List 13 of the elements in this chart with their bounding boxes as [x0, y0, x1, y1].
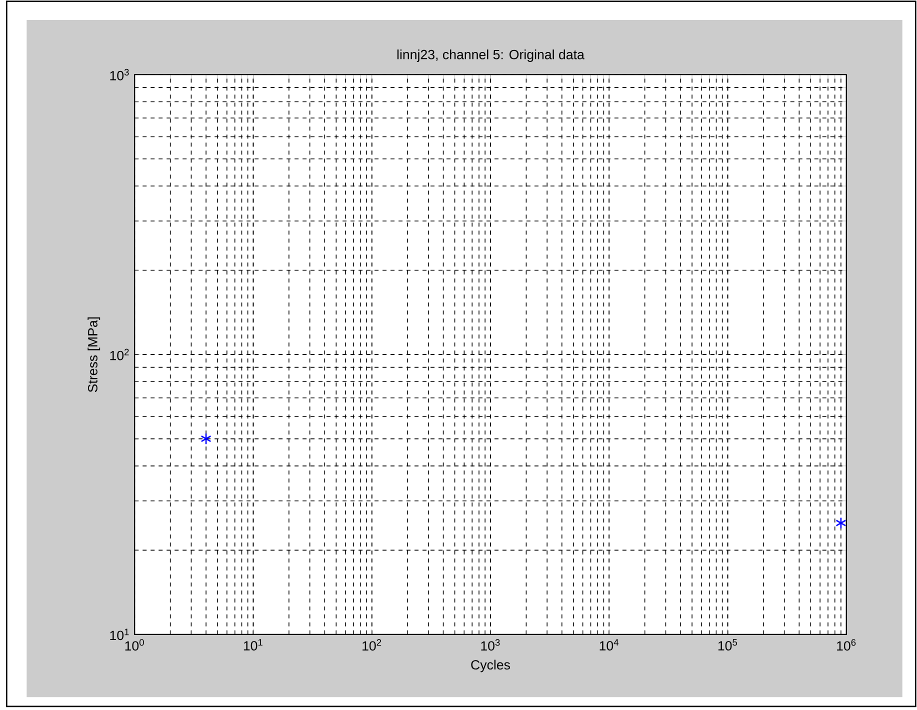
x-tick-label: 10$^{1}$: [244, 638, 262, 650]
x-tick-label: 10$^{3}$: [481, 638, 500, 650]
chart-title: linnj23, channel 5: Original data: [397, 49, 584, 62]
x-tick-label: 10$^{6}$: [837, 638, 856, 650]
y-tick-label: 10$^{3}$: [110, 68, 129, 80]
x-tick-label: 10$^{2}$: [362, 638, 382, 650]
x-tick-label: 10$^{4}$: [600, 638, 619, 650]
x-tick-label: 10$^{5}$: [718, 638, 738, 650]
x-axis-title: Cycles: [471, 660, 510, 672]
y-axis-title: Stress [MPa]: [88, 317, 100, 392]
y-tick-label: 10$^{2}$: [110, 348, 129, 360]
x-tick-label: 10$^{0}$: [125, 638, 144, 650]
y-tick-label: 10$^{1}$: [110, 628, 129, 640]
